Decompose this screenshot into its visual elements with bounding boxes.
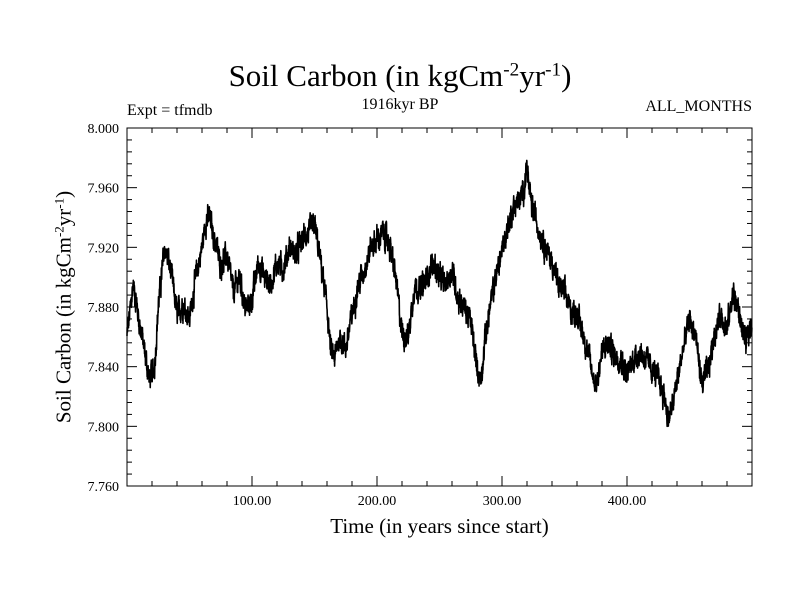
x-tick-label: 200.00 <box>358 494 397 509</box>
chart-subtitle: 1916kyr BP <box>361 96 439 113</box>
x-tick-label: 400.00 <box>608 494 647 509</box>
axis-ticks <box>127 127 752 487</box>
tick-labels: 100.00 200.00 300.00 400.00 7.760 7.800 7.840 7… <box>88 122 647 509</box>
chart-title: Soil Carbon (in kgCm-2yr-1) <box>228 58 572 93</box>
y-tick-label: 7.960 <box>88 182 120 197</box>
experiment-label: Expt = tfmdb <box>127 102 213 119</box>
y-tick-label: 7.800 <box>88 420 120 435</box>
y-tick-label: 7.840 <box>88 361 120 376</box>
y-tick-label: 8.000 <box>88 122 120 137</box>
y-axis-label: Soil Carbon (in kgCm-2yr-1) <box>51 190 76 424</box>
y-tick-label: 7.880 <box>88 301 120 316</box>
months-label: ALL_MONTHS <box>645 98 752 115</box>
y-tick-label: 7.920 <box>88 241 120 256</box>
plot-frame <box>126 127 753 487</box>
x-tick-label: 100.00 <box>233 494 272 509</box>
series-line <box>126 159 753 428</box>
x-axis-label: Time (in years since start) <box>330 514 549 538</box>
x-tick-label: 300.00 <box>483 494 522 509</box>
y-tick-label: 7.760 <box>88 480 120 495</box>
